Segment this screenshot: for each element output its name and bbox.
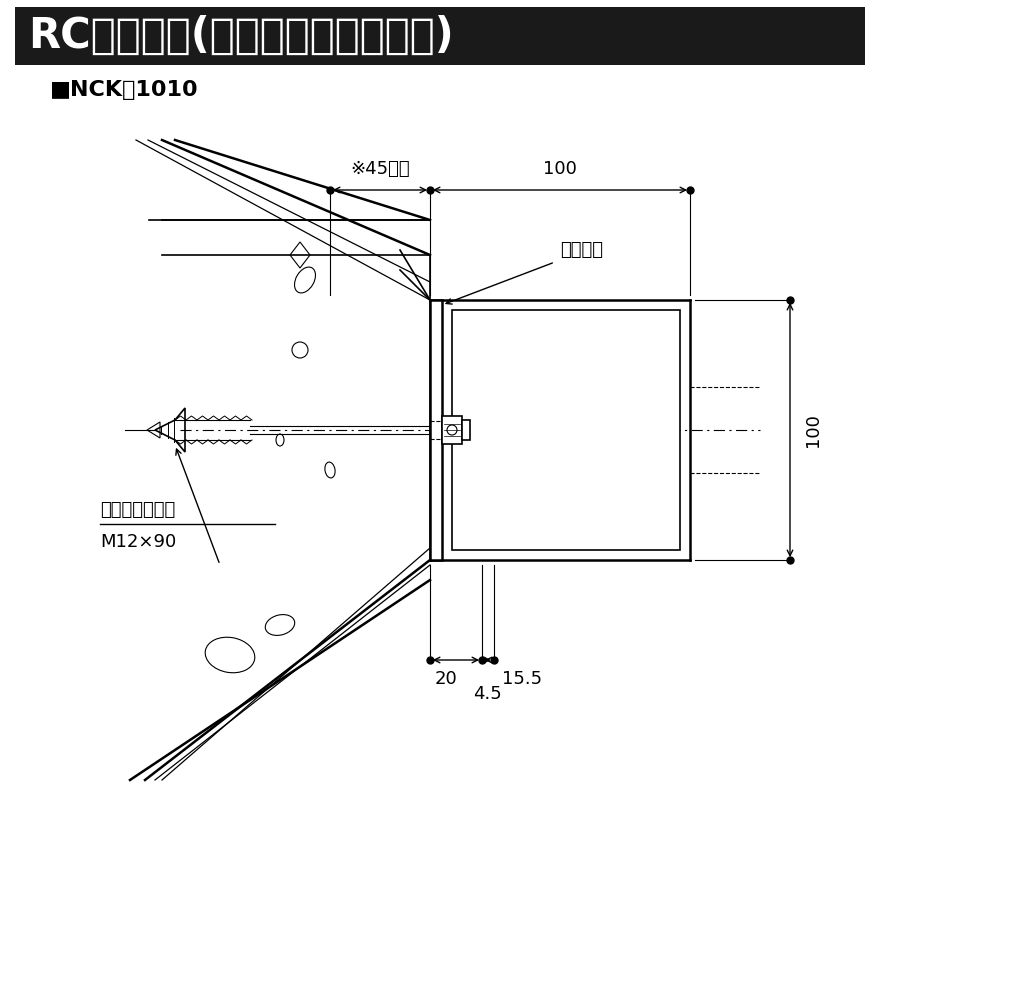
Text: 15.5: 15.5 bbox=[502, 670, 541, 688]
Text: 取付金具: 取付金具 bbox=[560, 241, 603, 259]
Text: 4.5: 4.5 bbox=[474, 685, 502, 703]
Text: RC壁施工例(オールアンカー仕様): RC壁施工例(オールアンカー仕様) bbox=[28, 15, 453, 57]
Bar bbox=[442, 416, 462, 444]
Text: オールアンカー: オールアンカー bbox=[100, 501, 176, 519]
Text: ※45以上: ※45以上 bbox=[350, 160, 410, 178]
Text: 100: 100 bbox=[543, 160, 577, 178]
Bar bbox=[430, 300, 442, 560]
Text: 20: 20 bbox=[435, 670, 458, 688]
Bar bbox=[15, 7, 865, 65]
Text: M12×90: M12×90 bbox=[100, 533, 177, 551]
Bar bbox=[452, 310, 680, 550]
Text: ■NCK－1010: ■NCK－1010 bbox=[50, 80, 199, 100]
Bar bbox=[462, 420, 470, 440]
Text: 100: 100 bbox=[804, 413, 822, 447]
